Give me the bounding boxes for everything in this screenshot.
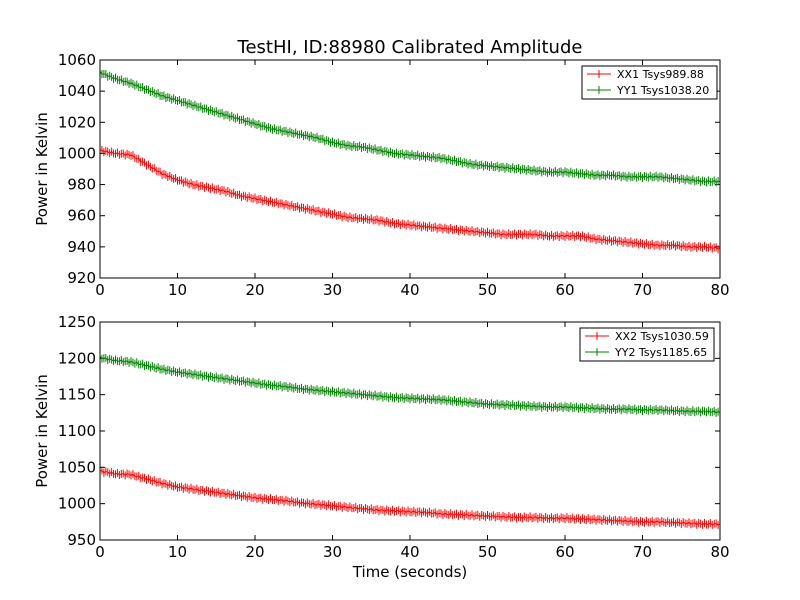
x-tick-label: 60 [555,281,574,299]
x-tick-label: 10 [168,281,187,299]
y-tick-label: 1000 [58,495,96,513]
x-tick-label: 40 [400,281,419,299]
x-tick-label: 0 [95,543,105,561]
x-tick-label: 40 [400,543,419,561]
y-tick-label: 1060 [58,51,96,69]
y-tick-label: 940 [67,238,96,256]
y-tick-label: 1050 [58,458,96,476]
x-tick-label: 0 [95,281,105,299]
legend-label: YY1 Tsys1038.20 [616,84,709,97]
x-tick-label: 80 [710,281,729,299]
x-axis-label: Time (seconds) [352,563,468,581]
series-line [99,145,721,254]
y-tick-label: 920 [67,269,96,287]
y-tick-label: 1020 [58,113,96,131]
legend-entry: XX1 Tsys989.88 [587,68,704,81]
legend-label: XX1 Tsys989.88 [617,68,704,81]
legend-box [579,327,715,362]
y-tick-label: 1100 [58,422,96,440]
chart-top: TestHI, ID:88980 Calibrated Amplitude Po… [33,37,730,299]
x-tick-label: 70 [633,543,652,561]
x-tick-label: 20 [245,281,264,299]
y-axis-label: Power in Kelvin [33,112,51,226]
y-axis-label: Power in Kelvin [33,374,51,488]
series-line [99,466,721,530]
chart-title: TestHI, ID:88980 Calibrated Amplitude [237,37,583,58]
legend-entry: XX2 Tsys1030.59 [585,330,709,343]
x-tick-label: 80 [710,543,729,561]
plot-frame [99,59,721,279]
legend-entry: YY1 Tsys1038.20 [587,84,709,97]
x-tick-label: 10 [168,543,187,561]
y-tick-label: 1250 [58,313,96,331]
plot-frame [99,321,721,541]
legend-label: YY2 Tsys1185.65 [614,346,707,359]
x-tick-label: 50 [478,281,497,299]
y-tick-label: 960 [67,207,96,225]
y-tick-label: 1000 [58,144,96,162]
series-line [99,352,721,417]
x-tick-label: 30 [323,281,342,299]
x-tick-label: 70 [633,281,652,299]
legend-label: XX2 Tsys1030.59 [615,330,709,343]
y-tick-label: 1200 [58,349,96,367]
x-tick-label: 30 [323,543,342,561]
x-tick-label: 60 [555,543,574,561]
legend: XX1 Tsys989.88 YY1 Tsys1038.20 [581,65,718,100]
legend-entry: YY2 Tsys1185.65 [585,346,707,359]
y-tick-label: 1040 [58,82,96,100]
chart-bottom: Time (seconds) Power in Kelvin 0 10 20 30 40… [33,313,730,581]
y-tick-label: 950 [67,531,96,549]
x-tick-label: 20 [245,543,264,561]
y-tick-label: 980 [67,176,96,194]
y-tick-label: 1150 [58,386,96,404]
legend-box [581,65,718,100]
x-tick-label: 50 [478,543,497,561]
legend: XX2 Tsys1030.59 YY2 Tsys1185.65 [579,327,715,362]
series-line [99,67,721,187]
